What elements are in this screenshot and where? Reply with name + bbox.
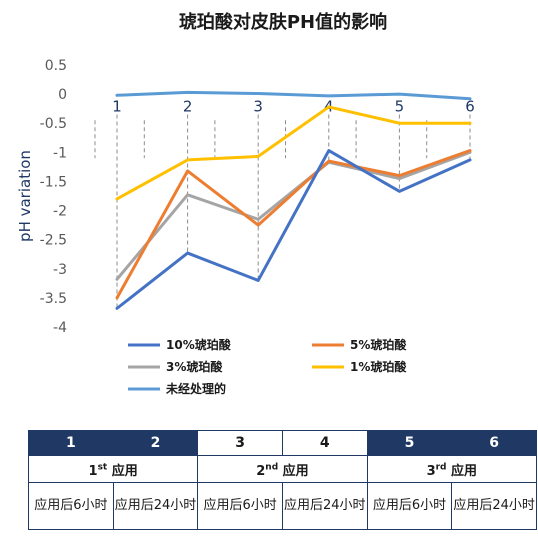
y-tick-label: -1 [53, 145, 67, 161]
series-line [115, 150, 472, 281]
series-line [115, 149, 472, 300]
timepoint-6-cell: 6 [451, 430, 537, 456]
application-1-cell: 1st 应用 [27, 455, 199, 483]
y-tick-label: -3 [53, 262, 67, 278]
y-tick-label: -3.5 [40, 291, 67, 307]
series-line [115, 105, 472, 201]
timepoint-4-cell: 4 [281, 430, 368, 456]
y-tick-label: 0 [58, 87, 67, 103]
y-tick-label: -4 [53, 320, 67, 336]
y-tick-label: -0.5 [40, 116, 67, 132]
x-tick-label: 1 [112, 98, 122, 116]
time-cell-6: 应用后24小时 [451, 482, 537, 530]
time-after-application-row: 应用后6小时 应用后24小时 应用后6小时 应用后24小时 应用后6小时 应用后… [28, 482, 537, 530]
series-line [115, 90, 472, 101]
y-axis-ticks: 0.5 0 -0.5 -1 -1.5 -2 -2.5 -3 -3.5 -4 [40, 58, 67, 336]
time-cell-3: 应用后6小时 [197, 482, 283, 530]
line-chart: 琥珀酸对皮肤PH值的影响 pH variation 0.5 0 -0.5 -1 -1.5… [16, 11, 475, 396]
timepoint-number-row: 1 2 3 4 5 6 [28, 430, 537, 456]
legend-label: 未经处理的 [165, 381, 226, 396]
time-cell-5: 应用后6小时 [366, 482, 453, 530]
legend-label: 3%琥珀酸 [166, 359, 223, 374]
y-tick-label: -2.5 [40, 233, 67, 249]
application-3-cell: 3rd 应用 [366, 455, 538, 483]
legend-label: 10%琥珀酸 [166, 337, 232, 352]
x-tick-label: 5 [395, 98, 405, 116]
application-row: 1st 应用 2nd 应用 3rd 应用 [27, 455, 538, 483]
legend-label: 1%琥珀酸 [350, 359, 407, 374]
x-tick-label: 2 [183, 98, 193, 116]
x-tick-label: 3 [253, 98, 263, 116]
legend-label: 5%琥珀酸 [350, 337, 407, 352]
timepoint-3-cell: 3 [197, 430, 283, 456]
timepoint-1-cell: 1 [28, 430, 114, 456]
timepoint-2-cell: 2 [112, 430, 199, 456]
application-schedule-table: 1 2 3 4 5 6 1st 应用 2nd 应用 3rd 应用 应用后6小时 … [27, 430, 538, 530]
timepoint-dashed-lines [94, 114, 471, 309]
x-tick-label: 6 [465, 98, 475, 116]
time-cell-2: 应用后24小时 [112, 482, 199, 530]
time-cell-4: 应用后24小时 [281, 482, 368, 530]
series-line [115, 149, 472, 310]
timepoint-5-cell: 5 [366, 430, 453, 456]
y-axis-label: pH variation [16, 150, 34, 242]
y-tick-label: 0.5 [45, 58, 67, 74]
y-tick-label: -2 [53, 204, 67, 220]
y-tick-label: -1.5 [40, 174, 67, 190]
time-cell-1: 应用后6小时 [28, 482, 114, 530]
application-2-cell: 2nd 应用 [197, 455, 368, 483]
chart-title: 琥珀酸对皮肤PH值的影响 [179, 11, 387, 33]
series-lines [115, 90, 472, 310]
